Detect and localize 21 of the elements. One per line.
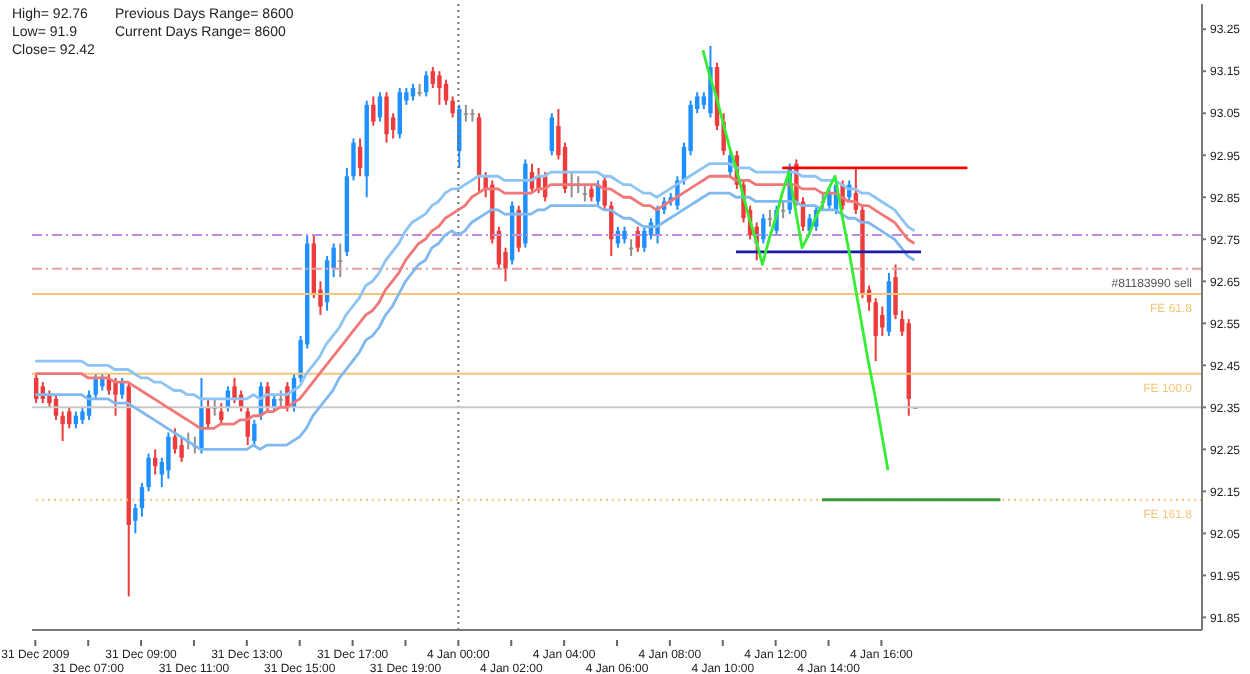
candlestick <box>199 376 204 455</box>
candlestick <box>827 187 832 211</box>
candlestick <box>880 305 885 337</box>
candlestick <box>179 435 184 463</box>
candlestick <box>357 137 363 178</box>
candlestick <box>397 87 402 140</box>
candlestick <box>761 213 766 245</box>
candlestick <box>232 376 237 405</box>
candlestick <box>113 376 118 417</box>
candlestick <box>642 225 647 253</box>
candlestick <box>338 242 343 279</box>
candlestick <box>443 78 449 106</box>
candlestick <box>437 70 442 106</box>
candlestick <box>549 112 554 157</box>
candlestick <box>424 70 429 98</box>
candlestick <box>166 431 171 480</box>
candlestick <box>371 95 376 127</box>
candlestick <box>377 91 383 123</box>
candlestick <box>384 91 389 144</box>
line-series <box>701 48 890 472</box>
candlestick <box>252 418 257 447</box>
